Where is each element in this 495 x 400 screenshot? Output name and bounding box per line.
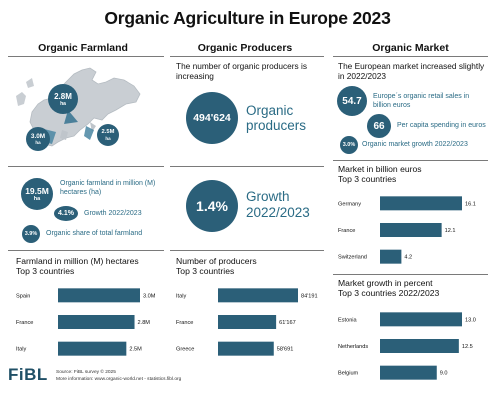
bar [58, 341, 127, 356]
market-growth-chart-heading: Market growth in percent Top 3 countries… [338, 278, 440, 298]
market-intro: The European market increased slightly i… [338, 61, 485, 81]
stat-market-sales: 54.7 [337, 86, 367, 116]
rule-farmland-2 [8, 166, 164, 167]
category-label: France [16, 320, 33, 326]
value-label: 9.0 [440, 371, 448, 377]
stat-market-per-capita: 66 [367, 114, 391, 138]
stat-farmland-share-label: Organic share of total farmland [46, 230, 143, 237]
fibl-logo: FiBL [8, 365, 48, 384]
stat-producers-growth-label: Growth 2022/2023 [246, 189, 310, 220]
rule-market-3 [333, 274, 488, 275]
category-label: Switzerland [338, 255, 367, 261]
value-label: 58'691 [277, 347, 294, 353]
footer-more-info: More information: www.organic-world.net … [56, 377, 182, 382]
page-title: Organic Agriculture in Europe 2023 [104, 8, 391, 28]
value-label: 12.5 [462, 344, 473, 350]
bar-chart-svg: Spain 3.0M France 2.8M Italy 2.5M [16, 288, 156, 356]
market-bar-chart: Germany 16.1 France 12.1 Switzerland 4.2 [338, 190, 488, 270]
category-label: Germany [338, 201, 361, 207]
producers-heading: Organic Producers [197, 42, 293, 54]
category-label: Spain [16, 293, 30, 299]
bar [58, 315, 135, 329]
stat-producers-growth: 1.4% [186, 180, 238, 232]
market-growth-bar-chart: Estonia 13.0 Netherlands 12.5 Belgium 9.0 [338, 306, 488, 386]
bar-chart-svg: Germany 16.1 France 12.1 Switzerland 4.2 [338, 196, 476, 264]
rule-farmland-3 [8, 250, 164, 251]
bar [58, 288, 140, 303]
value-label: 16.1 [465, 201, 476, 207]
value-label: 2.8M [138, 320, 151, 326]
value-label: 2.5M [129, 347, 142, 353]
footer-source: Source: FiBL survey © 2025 [56, 370, 116, 375]
stat-market-sales-label: Europe´s organic retail sales in billion… [373, 93, 470, 109]
category-label: France [176, 320, 193, 326]
stat-producers-label: Organic producers [246, 103, 307, 133]
category-label: Greece [176, 347, 194, 353]
category-label: Netherlands [338, 344, 368, 350]
value-label: 61'167 [279, 320, 296, 326]
bar [380, 365, 437, 380]
category-label: Italy [176, 293, 186, 299]
stat-farmland-area-label: Organic farmland in million (M) hectares… [60, 180, 156, 196]
category-label: Estonia [338, 317, 358, 323]
stat-market-per-capita-label: Per capita spending in euros [397, 122, 486, 129]
bar [218, 288, 298, 303]
map-badge-italy: 2.5M ha [97, 124, 119, 146]
farmland-bar-chart: Spain 3.0M France 2.8M Italy 2.5M [16, 282, 166, 362]
bar [380, 312, 462, 327]
bar-chart-svg: Estonia 13.0 Netherlands 12.5 Belgium 9.0 [338, 312, 476, 380]
stat-farmland-area: 19.5M ha [21, 178, 53, 210]
value-label: 12.1 [445, 228, 456, 234]
bar [380, 196, 462, 211]
stat-market-growth: 3.0% [340, 136, 358, 154]
bar-chart-svg: Italy 84'191 France 61'167 Greece 58'691 [176, 288, 318, 356]
category-label: Belgium [338, 371, 359, 377]
producers-chart-heading: Number of producers Top 3 countries [176, 256, 257, 276]
map-badge-spain: 3.0M ha [26, 127, 50, 151]
bar [380, 249, 402, 264]
stat-farmland-share: 3.9% [22, 225, 40, 243]
farmland-chart-heading: Farmland in million (M) hectares Top 3 c… [16, 256, 139, 276]
map-badge-france: 2.8M ha [48, 84, 78, 114]
value-label: 84'191 [301, 293, 318, 299]
stat-farmland-growth-label: Growth 2022/2023 [84, 210, 142, 217]
bar [218, 315, 277, 329]
rule-producers [170, 56, 324, 57]
value-label: 4.2 [404, 255, 412, 261]
bar [218, 341, 274, 356]
value-label: 13.0 [465, 317, 476, 323]
value-label: 3.0M [143, 293, 156, 299]
market-heading: Organic Market [372, 42, 449, 54]
farmland-heading: Organic Farmland [38, 42, 128, 54]
bar [380, 339, 459, 353]
rule-market [333, 56, 488, 57]
stat-market-growth-label: Organic market growth 2022/2023 [362, 141, 468, 148]
market-chart-heading: Market in billion euros Top 3 countries [338, 164, 422, 184]
producers-bar-chart: Italy 84'191 France 61'167 Greece 58'691 [176, 282, 324, 362]
rule-farmland [8, 56, 164, 57]
producers-intro: The number of organic producers is incre… [176, 61, 307, 81]
stat-farmland-growth: 4.1% [54, 206, 78, 221]
rule-producers-3 [170, 250, 324, 251]
category-label: Italy [16, 347, 26, 353]
category-label: France [338, 228, 355, 234]
rule-producers-2 [170, 166, 324, 167]
rule-market-2 [333, 160, 488, 161]
stat-producers-count: 494'624 [186, 92, 238, 144]
bar [380, 223, 442, 237]
